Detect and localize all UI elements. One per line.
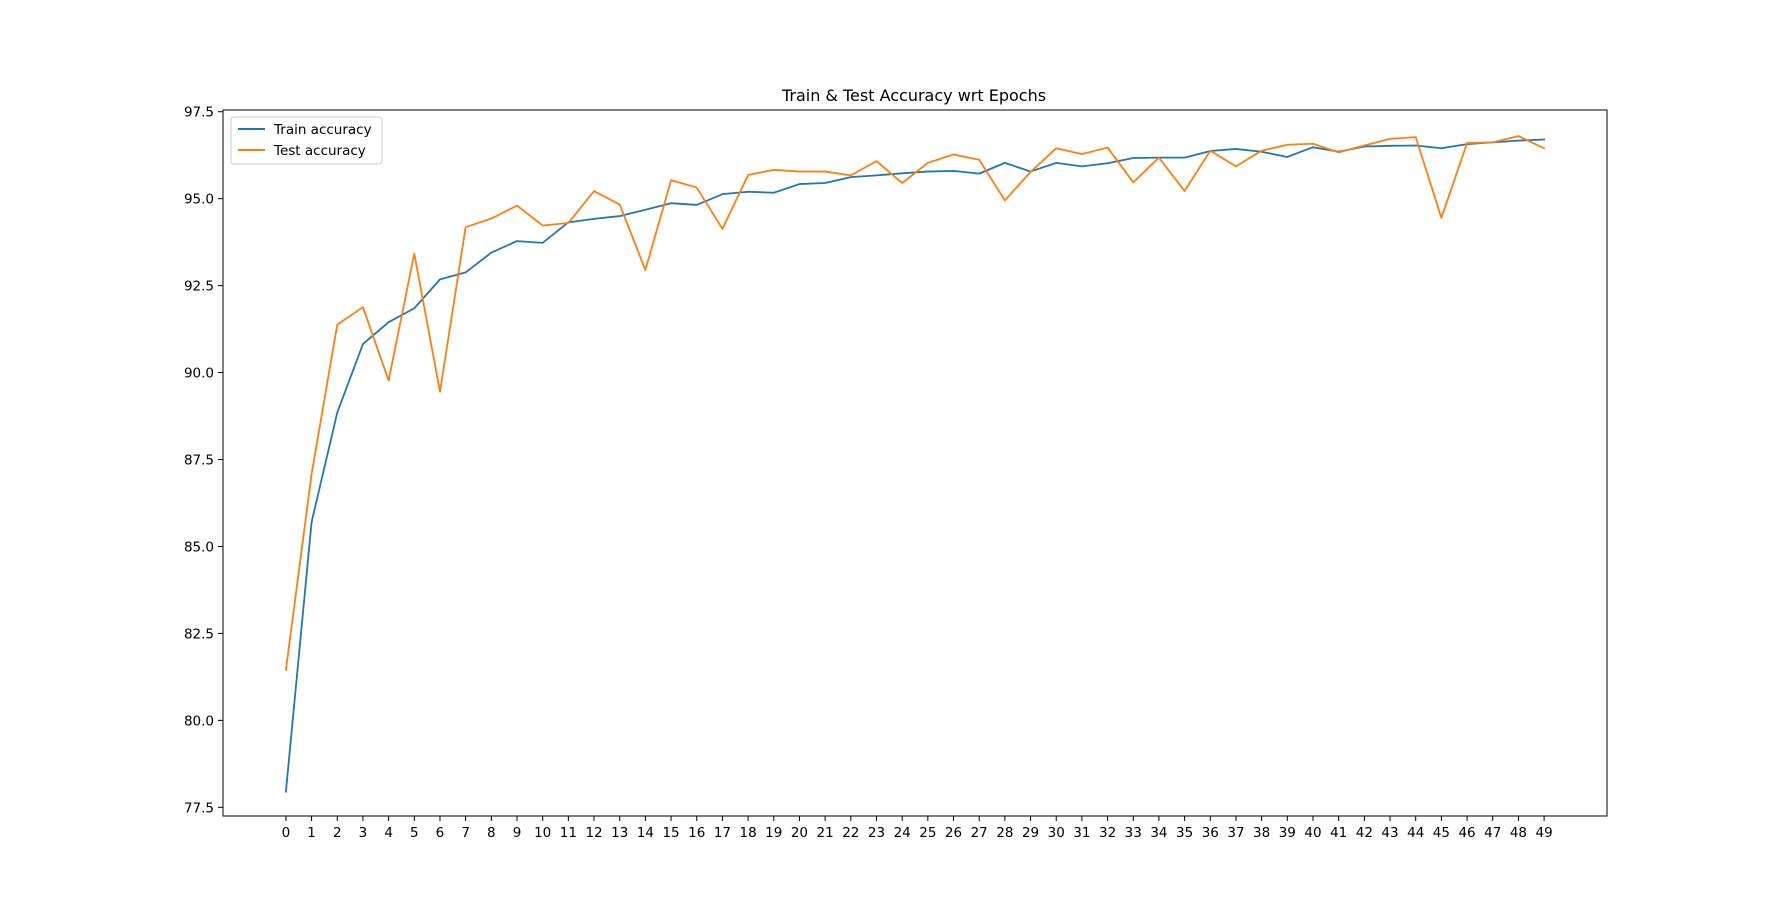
x-tick-label: 21 (817, 825, 834, 841)
x-tick-label: 29 (1022, 825, 1039, 841)
x-tick-label: 49 (1535, 825, 1552, 841)
x-tick-label: 6 (436, 825, 445, 841)
x-tick-label: 19 (765, 825, 782, 841)
x-tick-label: 24 (894, 825, 911, 841)
x-tick-label: 9 (513, 825, 522, 841)
x-tick-label: 25 (919, 825, 936, 841)
x-tick-label: 46 (1458, 825, 1475, 841)
x-tick-label: 41 (1330, 825, 1347, 841)
y-tick-label: 82.5 (184, 626, 214, 642)
y-tick-label: 80.0 (184, 713, 214, 729)
x-tick-label: 10 (534, 825, 551, 841)
x-tick-label: 15 (662, 825, 679, 841)
x-tick-label: 30 (1048, 825, 1065, 841)
x-tick-label: 37 (1227, 825, 1244, 841)
y-axis: 77.5 80.0 82.5 85.0 87.5 90.0 92.5 95.0 97.5 (184, 105, 223, 816)
legend-label-test: Test accuracy (273, 143, 366, 159)
x-tick-label: 12 (585, 825, 602, 841)
x-tick-label: 34 (1150, 825, 1167, 841)
x-tick-label: 36 (1202, 825, 1219, 841)
x-tick-label: 11 (560, 825, 577, 841)
y-tick-label: 97.5 (184, 105, 214, 121)
x-tick-label: 5 (410, 825, 419, 841)
x-tick-label: 35 (1176, 825, 1193, 841)
x-tick-label: 2 (333, 825, 342, 841)
series-line-test (284, 135, 1546, 671)
x-tick-label: 22 (842, 825, 859, 841)
x-tick-label: 42 (1356, 825, 1373, 841)
x-tick-label: 27 (971, 825, 988, 841)
x-tick-label: 17 (714, 825, 731, 841)
x-tick-label: 16 (688, 825, 705, 841)
x-tick-label: 7 (461, 825, 470, 841)
x-tick-label: 28 (996, 825, 1013, 841)
x-tick-label: 26 (945, 825, 962, 841)
x-tick-label: 0 (282, 825, 291, 841)
x-tick-label: 45 (1433, 825, 1450, 841)
y-tick-label: 92.5 (184, 279, 214, 295)
legend-label-train: Train accuracy (273, 122, 372, 138)
x-tick-label: 40 (1304, 825, 1321, 841)
x-tick-label: 44 (1407, 825, 1424, 841)
legend: Train accuracy Test accuracy (230, 116, 383, 165)
chart-title: Train & Test Accuracy wrt Epochs (781, 86, 1046, 105)
x-tick-label: 1 (307, 825, 316, 841)
x-tick-label: 31 (1073, 825, 1090, 841)
y-tick-label: 77.5 (184, 800, 214, 816)
x-axis: 0 1 2 3 4 5 6 7 8 9 10 11 12 13 14 15 16 17 18 19 20 21 22 23 24… (282, 816, 1553, 841)
x-tick-label: 32 (1099, 825, 1116, 841)
x-tick-label: 4 (384, 825, 393, 841)
x-tick-label: 18 (740, 825, 757, 841)
y-tick-label: 87.5 (184, 453, 214, 469)
x-tick-label: 20 (791, 825, 808, 841)
x-tick-label: 3 (359, 825, 368, 841)
x-tick-label: 14 (637, 825, 654, 841)
series-layer (284, 135, 1546, 793)
x-tick-label: 33 (1125, 825, 1142, 841)
x-tick-label: 23 (868, 825, 885, 841)
plot-area-frame (222, 109, 1608, 817)
x-tick-label: 48 (1510, 825, 1527, 841)
y-tick-label: 85.0 (184, 539, 214, 555)
x-tick-label: 43 (1381, 825, 1398, 841)
x-tick-label: 39 (1279, 825, 1296, 841)
x-tick-label: 13 (611, 825, 628, 841)
x-tick-label: 47 (1484, 825, 1501, 841)
x-tick-label: 38 (1253, 825, 1270, 841)
x-tick-label: 8 (487, 825, 496, 841)
legend-box (230, 116, 383, 165)
y-tick-label: 95.0 (184, 192, 214, 208)
y-tick-label: 90.0 (184, 366, 214, 382)
